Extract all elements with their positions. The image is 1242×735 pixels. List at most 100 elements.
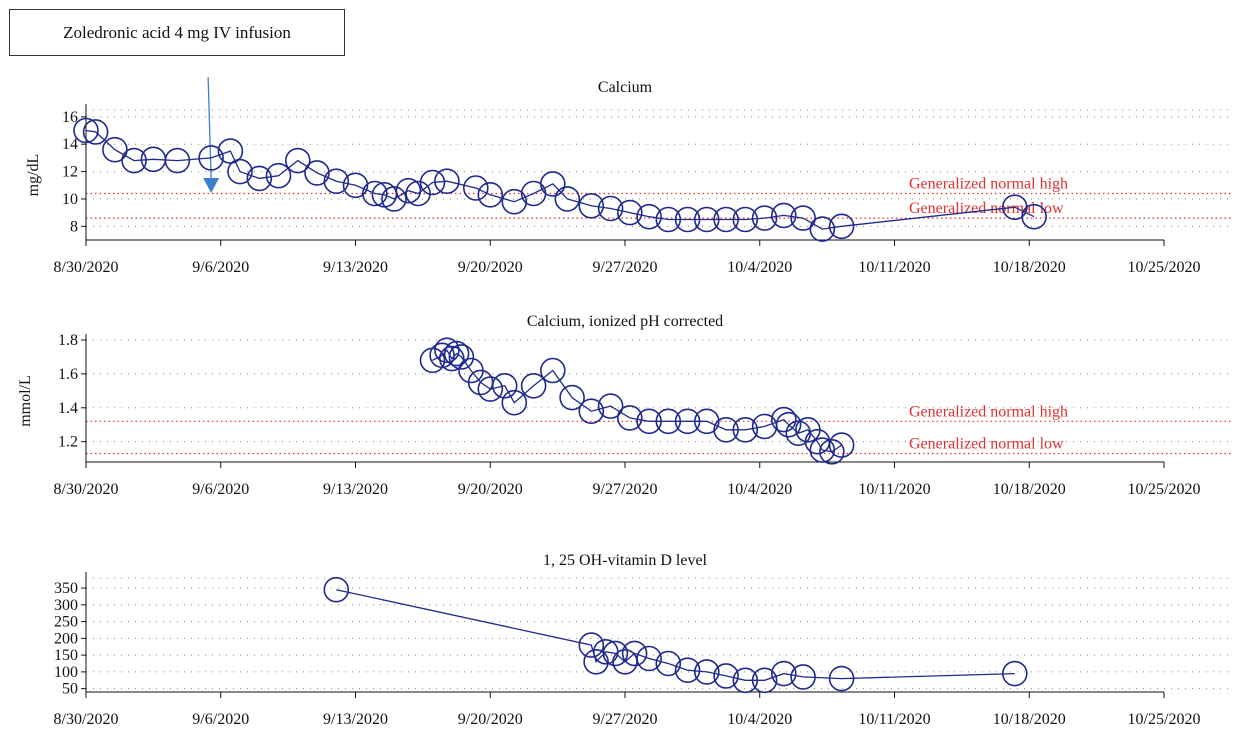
x-tick-label: 10/4/2020 (727, 711, 792, 728)
data-point (790, 205, 816, 231)
data-point (381, 186, 407, 212)
data-point (227, 158, 253, 185)
y-tick-label: 100 (54, 664, 78, 681)
data-point (438, 345, 465, 372)
data-point (491, 372, 518, 399)
y-tick-label: 1.6 (58, 366, 78, 383)
reference-label-low: Generalized normal low (909, 436, 1064, 453)
data-point (828, 665, 855, 692)
data-point (434, 168, 460, 194)
arrow-shaft (207, 76, 212, 181)
x-tick-label: 10/18/2020 (993, 259, 1066, 276)
data-point (443, 340, 470, 367)
y-tick-label: 150 (54, 647, 78, 664)
data-point (323, 168, 350, 194)
data-point (501, 188, 528, 215)
data-point (636, 203, 662, 230)
chart-panel-1: Calcium mg/dL Generalized normal high Gener… (25, 79, 1232, 276)
data-point (636, 408, 662, 435)
data-point (198, 145, 224, 171)
data-point (578, 398, 605, 425)
y-tick-label: 250 (54, 614, 78, 631)
data-point (583, 648, 609, 675)
data-point (73, 117, 99, 144)
x-tick-label: 9/6/2020 (192, 481, 249, 498)
infusion-arrow (203, 76, 220, 193)
data-point (121, 147, 147, 174)
reference-label-high: Generalized normal high (909, 175, 1068, 192)
data-point (597, 393, 624, 419)
x-tick-label: 10/18/2020 (993, 481, 1066, 498)
data-point (462, 175, 489, 201)
x-tick-label: 10/4/2020 (727, 481, 792, 498)
data-point (265, 162, 292, 189)
x-tick-label: 9/6/2020 (192, 711, 249, 728)
reference-label-low: Generalized normal low (909, 200, 1064, 217)
data-point (477, 182, 504, 208)
chart-panels: Calcium mg/dL Generalized normal high Gener… (17, 79, 1232, 728)
data-point (429, 342, 455, 369)
x-tick-label: 9/20/2020 (458, 259, 523, 276)
data-point (102, 136, 128, 163)
x-tick-label: 10/11/2020 (858, 259, 930, 276)
data-point (655, 408, 682, 435)
data-point (419, 169, 446, 196)
data-point (732, 667, 759, 694)
data-point (323, 576, 350, 603)
x-tick-label: 8/30/2020 (54, 711, 119, 728)
data-point (602, 640, 629, 667)
x-tick-label: 9/27/2020 (593, 711, 658, 728)
data-point (713, 206, 739, 233)
chart-title: Calcium, ionized pH corrected (527, 313, 723, 330)
x-tick-label: 10/11/2020 (858, 481, 930, 498)
data-point (501, 389, 528, 416)
data-point (693, 206, 720, 233)
data-point (361, 180, 388, 207)
y-tick-label: 350 (54, 580, 78, 597)
data-point (674, 657, 701, 684)
y-tick-label: 8 (70, 218, 78, 235)
y-axis-label: mg/dL (25, 154, 42, 197)
data-point (751, 667, 778, 694)
chart-title: 1, 25 OH-vitamin D level (543, 552, 708, 569)
data-point (1021, 203, 1047, 230)
y-tick-label: 14 (62, 136, 78, 153)
data-point (674, 206, 701, 233)
y-tick-label: 10 (62, 191, 78, 208)
x-tick-label: 10/25/2020 (1128, 481, 1201, 498)
data-point (621, 640, 648, 667)
annotation-box: Zoledronic acid 4 mg IV infusion (9, 9, 345, 56)
data-point (395, 177, 422, 204)
data-point (693, 659, 720, 685)
y-tick-label: 50 (62, 681, 78, 698)
y-tick-label: 300 (54, 597, 78, 614)
x-tick-label: 9/13/2020 (323, 481, 388, 498)
data-point (539, 171, 566, 197)
data-point (770, 660, 797, 687)
data-point (342, 172, 369, 199)
arrow-head (203, 178, 220, 193)
x-tick-label: 10/25/2020 (1128, 711, 1201, 728)
data-point (819, 438, 845, 465)
x-tick-label: 9/27/2020 (593, 259, 658, 276)
data-point (304, 160, 330, 186)
data-point (448, 344, 475, 370)
data-point (655, 206, 682, 233)
y-tick-label: 12 (62, 164, 78, 181)
data-point (434, 337, 460, 364)
data-point (790, 664, 816, 690)
x-tick-label: 9/13/2020 (323, 259, 388, 276)
data-point (809, 437, 836, 463)
y-tick-label: 16 (62, 109, 78, 126)
data-point (828, 432, 855, 458)
data-point (477, 376, 504, 402)
data-point (770, 406, 797, 433)
y-tick-label: 1.4 (58, 400, 78, 417)
data-point (578, 632, 605, 658)
x-tick-label: 9/20/2020 (458, 711, 523, 728)
data-point (539, 357, 566, 384)
x-tick-label: 9/6/2020 (192, 259, 249, 276)
data-point (732, 416, 759, 443)
x-tick-label: 9/20/2020 (458, 481, 523, 498)
